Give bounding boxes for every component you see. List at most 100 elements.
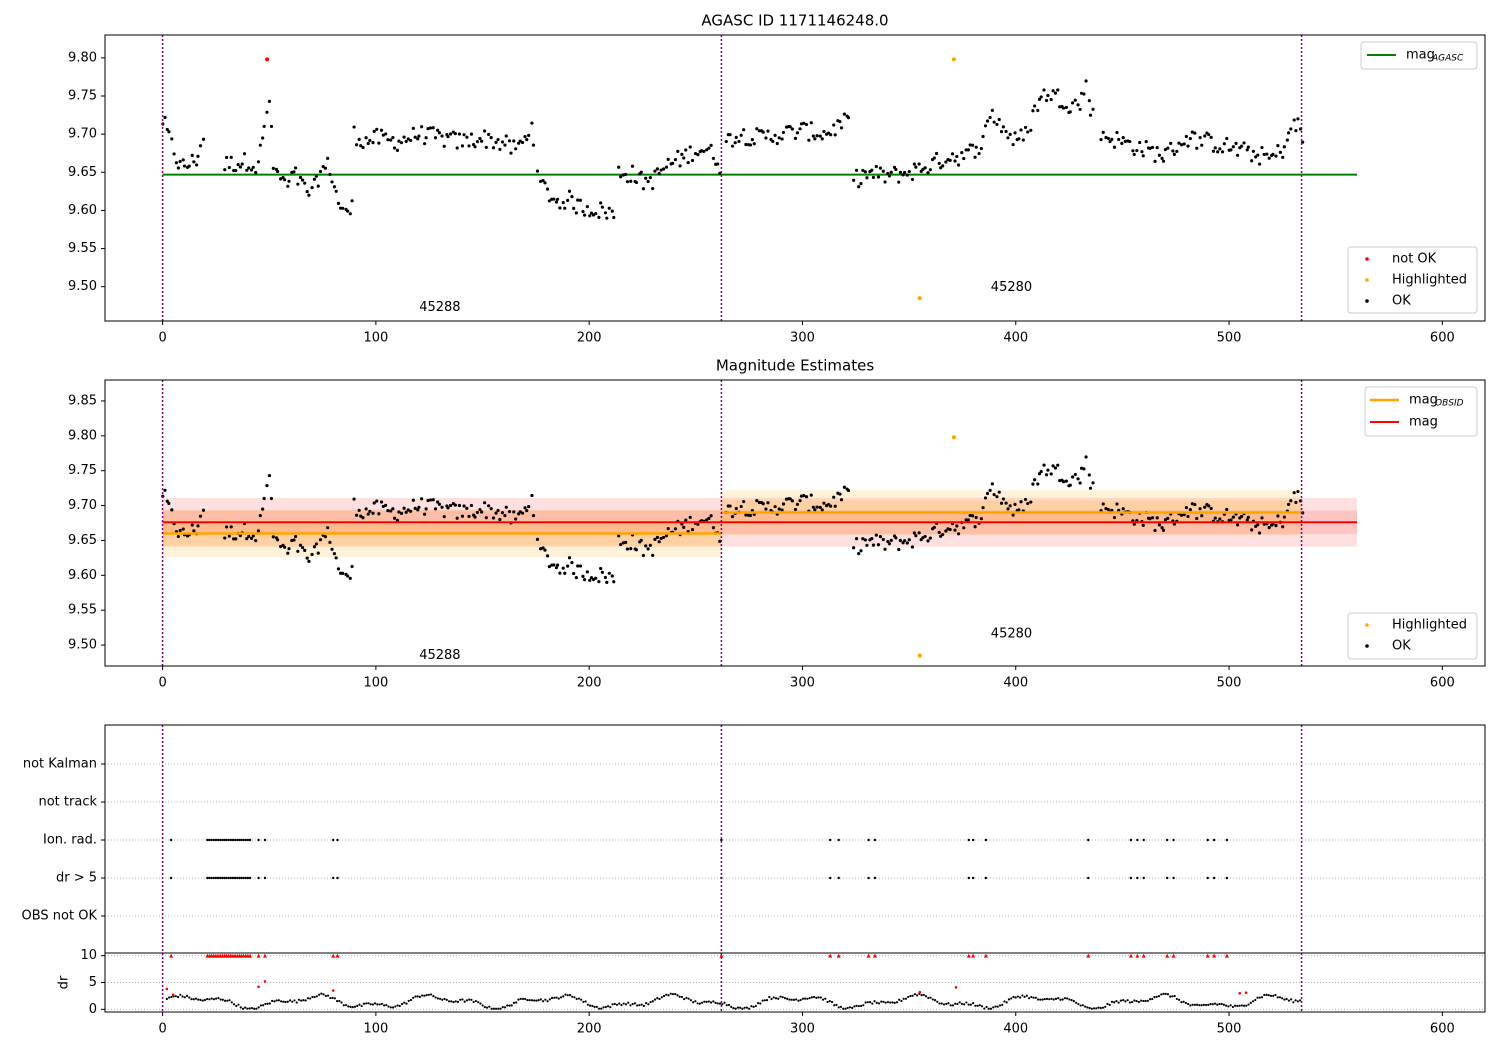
ok-point: [229, 525, 233, 529]
ok-point: [839, 498, 844, 502]
dr-point: [633, 1002, 637, 1005]
dr-point: [609, 1006, 612, 1009]
ok-point: [1171, 149, 1175, 153]
obsid-label: 45280: [991, 626, 1032, 641]
dr-point: [582, 1000, 585, 1003]
ok-point: [354, 143, 359, 147]
dr-point: [414, 995, 417, 998]
flag-point: [873, 876, 877, 880]
dr-point: [792, 998, 796, 1001]
legend-subscript: OBSID: [1435, 399, 1464, 409]
ok-point: [377, 141, 381, 145]
ok-point: [859, 549, 863, 553]
ok-point: [572, 206, 576, 210]
ok-point: [487, 132, 491, 137]
dr-point: [942, 1003, 946, 1006]
p4-xtick-label: 600: [1430, 1022, 1455, 1037]
p2-ytick-label: 9.75: [68, 463, 97, 478]
dr-point: [239, 1006, 242, 1009]
dr-point: [759, 1002, 762, 1005]
legend-box: [1347, 612, 1478, 660]
ok-point: [865, 543, 869, 547]
flag-point: [227, 876, 230, 880]
legend-label: mag: [1409, 393, 1438, 408]
dr-point: [470, 998, 473, 1001]
ok-point: [795, 131, 800, 135]
ok-point: [1160, 526, 1164, 530]
ok-point: [348, 212, 352, 216]
dr-point: [508, 1004, 511, 1007]
flag-point: [837, 876, 840, 880]
ok-point: [581, 574, 585, 578]
ok-point: [554, 200, 559, 204]
ok-point: [269, 496, 274, 501]
ok-point: [644, 544, 648, 548]
dr-point: [1182, 1000, 1185, 1003]
ok-point: [1108, 139, 1112, 144]
dr-point: [1240, 1004, 1243, 1007]
ok-point: [688, 145, 692, 149]
ok-point: [267, 99, 272, 103]
legend-label: OK: [1392, 639, 1411, 654]
dr-point: [210, 997, 213, 1000]
ok-point: [262, 124, 266, 129]
ok-point: [718, 171, 722, 175]
dr-point: [647, 1003, 650, 1006]
flag-point: [221, 876, 224, 880]
dr-point: [833, 1004, 836, 1007]
ok-point: [543, 548, 547, 552]
legend-label: Highlighted: [1392, 273, 1467, 288]
ok-point: [1163, 518, 1168, 522]
ok-point: [561, 566, 565, 570]
dr-point: [591, 1004, 594, 1008]
ok-point: [995, 495, 999, 499]
flag-point: [231, 876, 235, 880]
ok-point: [585, 204, 589, 209]
dr-point: [1032, 996, 1035, 999]
dr-point: [649, 1000, 652, 1004]
dr-point: [192, 998, 195, 1001]
ok-point: [673, 527, 678, 531]
dr-point: [396, 1004, 399, 1007]
ok-point: [775, 141, 779, 146]
ok-point: [543, 181, 547, 185]
dr-point: [629, 1004, 632, 1007]
ok-point: [334, 556, 338, 560]
ok-point: [956, 163, 961, 167]
ok-point: [1267, 526, 1271, 530]
flag-point: [1129, 876, 1133, 880]
ok-point: [619, 175, 623, 179]
dr-point: [575, 997, 578, 1001]
ok-point: [766, 501, 770, 505]
ok-point: [574, 211, 578, 215]
dr-point: [1057, 996, 1060, 1000]
dr-point: [380, 1002, 383, 1006]
dr-clipped-point: [335, 953, 340, 958]
ok-point: [307, 559, 311, 564]
ok-point: [489, 507, 493, 511]
ok-point: [682, 525, 686, 530]
ok-point: [372, 129, 376, 133]
ok-point: [941, 532, 945, 537]
dr-point: [1021, 994, 1024, 997]
ok-point: [661, 535, 666, 540]
p1-xtick-label: 0: [158, 331, 166, 346]
ok-point: [182, 164, 187, 168]
dr-point: [1027, 997, 1031, 1000]
dr-red-point: [257, 985, 260, 989]
ok-point: [227, 534, 231, 538]
ok-point: [518, 139, 522, 143]
dr-point: [548, 998, 551, 1001]
ok-point: [336, 201, 341, 205]
dr-point: [1276, 996, 1279, 999]
dr-point: [967, 1003, 970, 1006]
dr-point: [553, 996, 556, 999]
ok-point: [953, 528, 957, 532]
ok-point: [898, 538, 902, 543]
ok-point: [970, 143, 975, 147]
dr-point: [804, 997, 807, 1000]
dr-point: [1281, 997, 1284, 1000]
ok-point: [545, 554, 550, 558]
flag-point: [233, 876, 237, 880]
